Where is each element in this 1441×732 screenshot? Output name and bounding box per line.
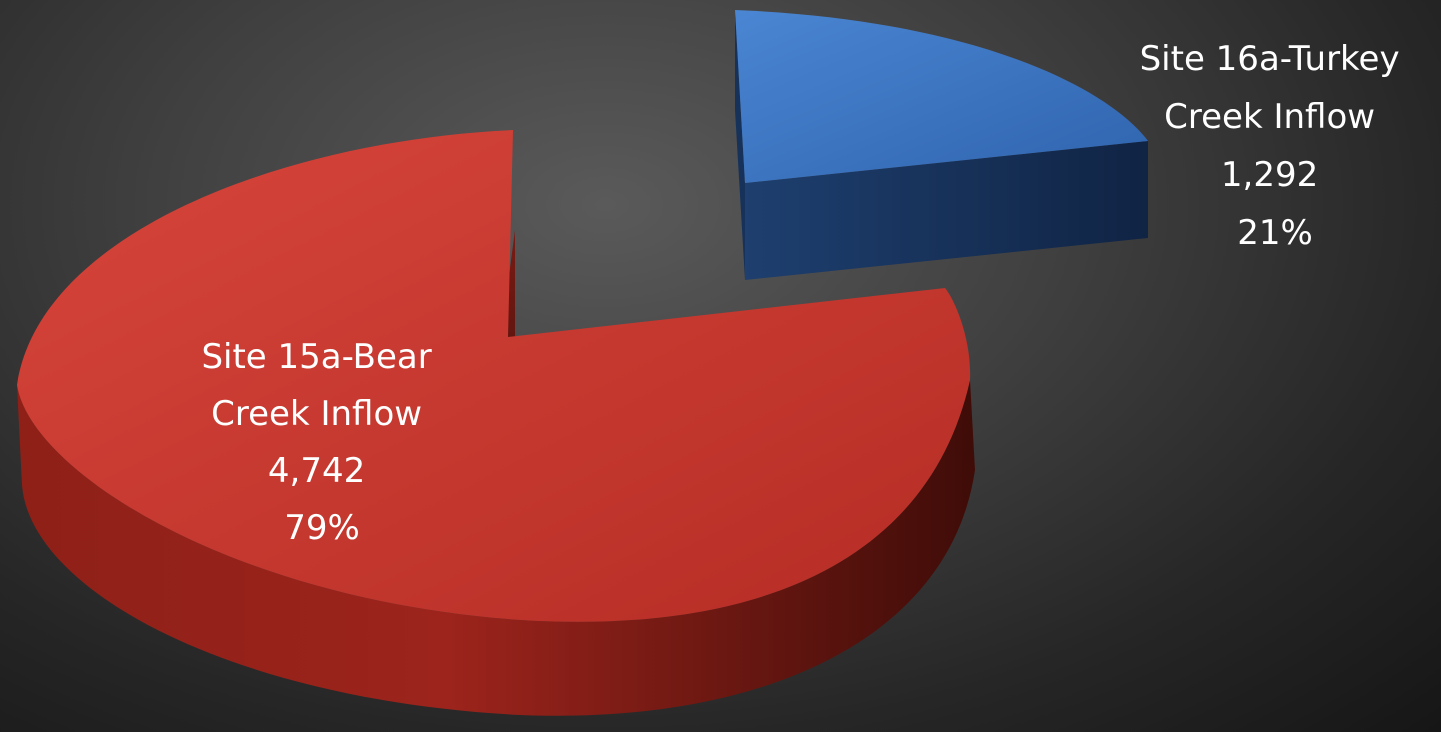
turkey-creek-label-line-1: Site 16a-Turkey — [1140, 39, 1400, 79]
bear-creek-value: 4,742 — [268, 451, 365, 491]
turkey-creek-percent: 21% — [1237, 213, 1313, 253]
turkey-creek-value: 1,292 — [1221, 155, 1318, 195]
slice-label-turkey-creek: Site 16a-Turkey Creek Inflow 1,292 21% — [1140, 39, 1411, 253]
turkey-creek-label-line-2: Creek Inflow — [1164, 97, 1375, 137]
bear-creek-label-line-1: Site 15a-Bear — [201, 337, 431, 377]
slice-label-bear-creek: Site 15a-Bear Creek Inflow 4,742 79% — [201, 337, 442, 548]
slice-turkey-creek-cut-face — [735, 10, 745, 280]
slice-bear-creek — [17, 130, 975, 716]
slice-turkey-creek-top — [735, 10, 1148, 183]
slice-turkey-creek — [735, 10, 1148, 280]
bear-creek-percent: 79% — [284, 508, 360, 548]
slice-bear-creek-side — [17, 380, 975, 716]
bear-creek-label-line-2: Creek Inflow — [211, 394, 422, 434]
slice-bear-creek-top — [17, 130, 971, 622]
slice-turkey-creek-side — [745, 141, 1148, 280]
